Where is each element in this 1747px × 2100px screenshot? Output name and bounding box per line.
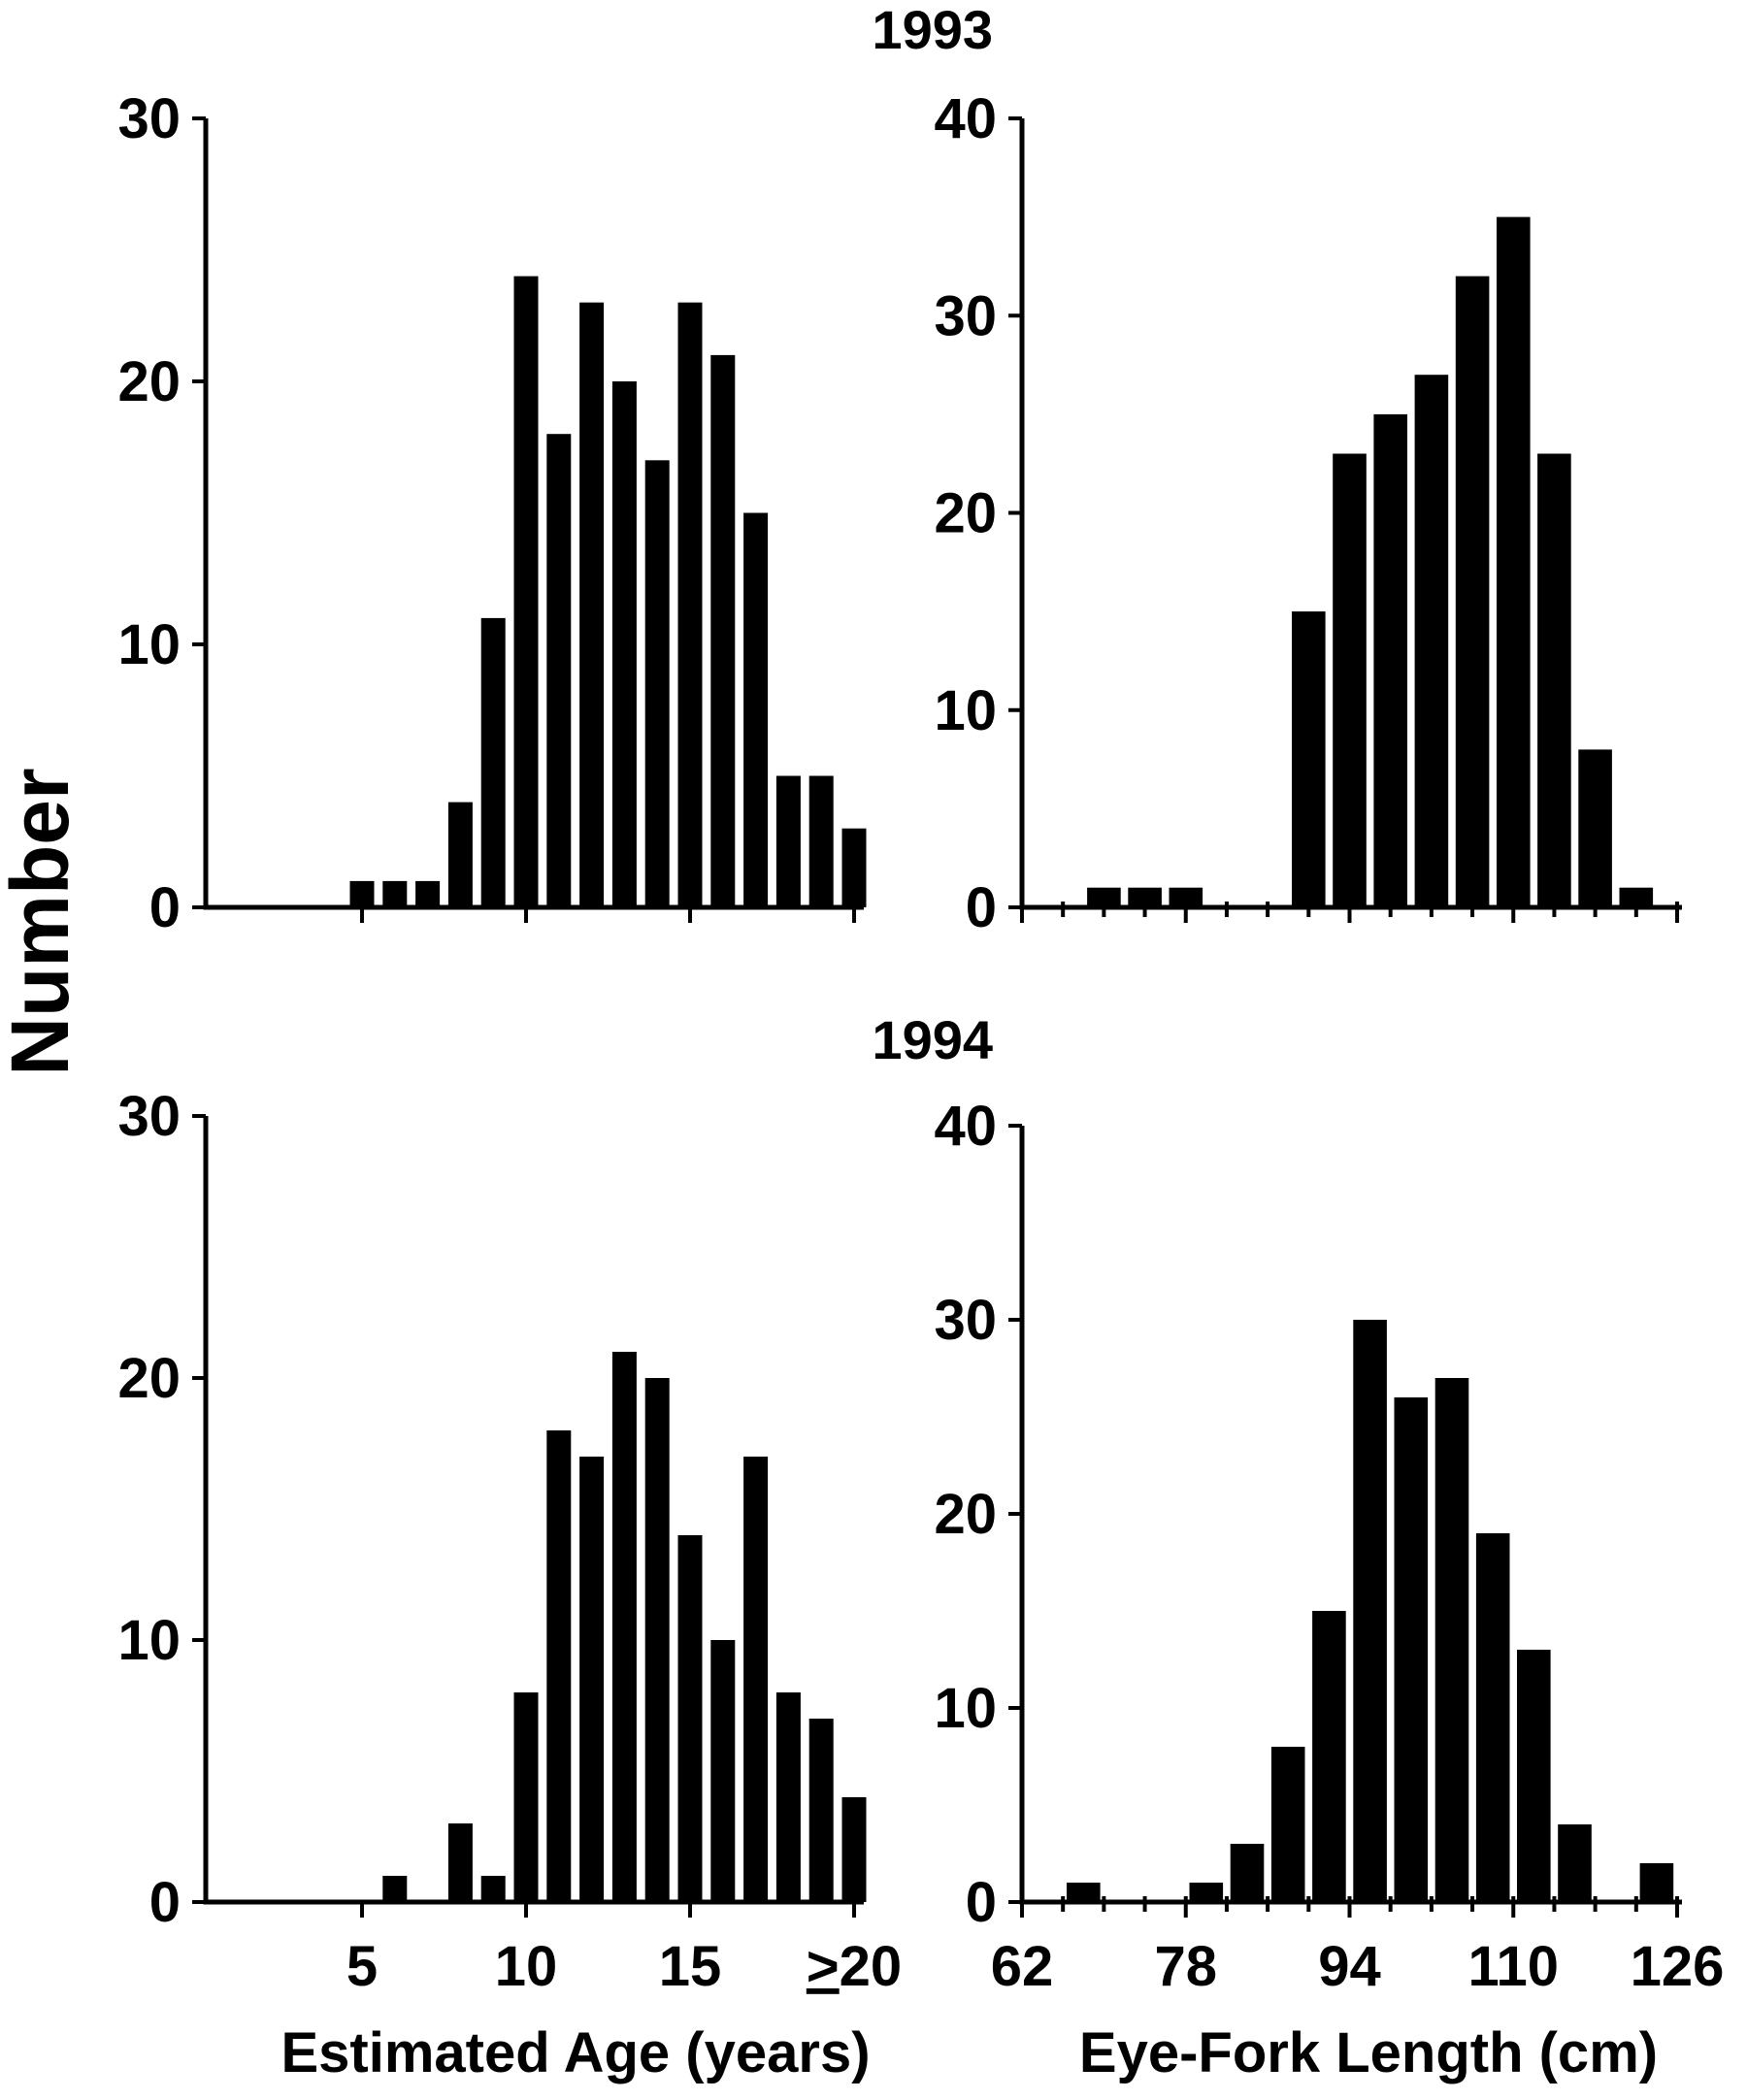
bar-age-1994-8 — [447, 1823, 473, 1902]
y-tick-label-length-1994: 40 — [934, 1095, 997, 1158]
bar-length-1994-84 — [1230, 1844, 1265, 1902]
year-label-1993: 1993 — [872, 0, 993, 60]
bar-length-1993-90 — [1292, 611, 1326, 907]
chart-panel-length-1993: 0 10 20 30 40 — [934, 87, 1682, 939]
x-tick-label-length-1994: 94 — [1318, 1935, 1381, 1998]
bar-length-1994-88 — [1270, 1747, 1305, 1902]
bar-age-1993-9 — [480, 617, 506, 907]
bar-length-1993-122 — [1619, 887, 1654, 907]
bar-age-1994-20 — [841, 1797, 867, 1902]
bar-length-1994-112 — [1517, 1650, 1551, 1902]
bar-length-1994-124 — [1639, 1863, 1674, 1902]
bar-age-1994-17 — [743, 1457, 769, 1902]
x-tick-label-length-1994: 62 — [991, 1935, 1054, 1998]
bar-age-1993-14 — [644, 460, 670, 907]
x-tick-label-age-1994: 15 — [659, 1935, 722, 1998]
bar-age-1994-14 — [644, 1378, 670, 1902]
year-label-1994: 1994 — [872, 1009, 993, 1070]
x-tick-label-age-1994: >20 — [807, 1935, 902, 1998]
bar-age-1994-15 — [677, 1535, 703, 1902]
bar-age-1993-8 — [447, 802, 473, 907]
bar-length-1994-104 — [1434, 1378, 1469, 1902]
y-tick-label-length-1993: 40 — [934, 87, 997, 150]
axes-length-1994 — [1019, 1126, 1682, 1905]
bar-age-1994-13 — [611, 1352, 637, 1902]
y-tick-label-length-1994: 10 — [934, 1677, 997, 1740]
bar-length-1994-116 — [1558, 1824, 1592, 1902]
y-tick-label-age-1993: 0 — [149, 876, 181, 939]
x-axis-title-length: Eye-Fork Length (cm) — [1079, 2021, 1658, 2084]
bar-length-1993-98 — [1373, 413, 1407, 907]
bar-age-1993-19 — [808, 775, 834, 907]
x-tick-label-length-1994: 110 — [1467, 1935, 1559, 1998]
bar-length-1994-80 — [1189, 1883, 1224, 1902]
bar-age-1993-10 — [513, 276, 539, 908]
y-axis-title: Number — [0, 768, 85, 1075]
x-tick-label-age-1994: 5 — [346, 1935, 378, 1998]
bar-length-1993-94 — [1333, 453, 1367, 907]
bar-length-1993-110 — [1497, 216, 1531, 908]
chart-panel-age-1994: 0 10 20 30 5 10 15 >20 — [117, 1085, 902, 1998]
bar-length-1994-108 — [1475, 1533, 1510, 1902]
y-tick-label-age-1994: 30 — [117, 1085, 181, 1148]
x-tick-label-length-1994: 78 — [1154, 1935, 1217, 1998]
bar-age-1993-13 — [611, 381, 637, 907]
bar-length-1993-114 — [1537, 453, 1571, 907]
x-tick-label-length-1994: 126 — [1631, 1935, 1725, 1998]
bar-age-1994-16 — [710, 1640, 736, 1902]
bar-age-1994-9 — [480, 1876, 506, 1902]
y-tick-label-age-1993: 10 — [117, 613, 181, 676]
y-tick-label-length-1994: 20 — [934, 1483, 997, 1546]
bar-length-1994-96 — [1353, 1320, 1387, 1902]
y-tick-label-age-1993: 20 — [117, 350, 181, 413]
y-tick-label-length-1993: 0 — [966, 876, 997, 939]
bar-length-1994-100 — [1394, 1397, 1429, 1902]
bar-age-1994-6 — [382, 1876, 408, 1902]
bar-length-1993-106 — [1455, 276, 1490, 908]
bar-age-1994-11 — [546, 1430, 572, 1902]
bar-age-1993-17 — [743, 512, 769, 907]
bar-length-1993-102 — [1414, 375, 1449, 907]
bar-age-1994-12 — [579, 1457, 605, 1902]
bar-length-1993-118 — [1578, 749, 1612, 907]
bar-length-1994-68 — [1067, 1883, 1101, 1902]
bar-age-1993-6 — [382, 880, 408, 907]
y-tick-label-age-1994: 10 — [117, 1609, 181, 1672]
bar-length-1994-92 — [1312, 1611, 1346, 1902]
x-axis-title-age: Estimated Age (years) — [280, 2021, 870, 2084]
bar-age-1993-16 — [710, 354, 736, 907]
y-tick-label-length-1994: 0 — [966, 1871, 997, 1934]
bar-age-1994-10 — [513, 1692, 539, 1902]
y-tick-label-length-1993: 20 — [934, 482, 997, 545]
x-tick-label-age-1994: 10 — [495, 1935, 558, 1998]
bar-age-1993-15 — [677, 302, 703, 907]
bar-length-1993-70 — [1087, 887, 1121, 907]
bar-length-1993-74 — [1128, 887, 1162, 907]
bar-age-1993-11 — [546, 434, 572, 907]
y-tick-label-age-1994: 0 — [149, 1871, 181, 1934]
bar-age-1993-18 — [775, 775, 801, 907]
bar-age-1993-20 — [841, 828, 867, 907]
bar-age-1993-5 — [349, 880, 375, 907]
y-tick-label-length-1994: 30 — [934, 1289, 997, 1352]
bar-age-1993-12 — [579, 302, 605, 907]
y-tick-label-age-1994: 20 — [117, 1347, 181, 1410]
bar-age-1993-7 — [415, 880, 441, 907]
y-tick-label-length-1993: 30 — [934, 284, 997, 347]
chart-panel-length-1994: 0 10 20 30 40 62 78 94 110 126 — [934, 1095, 1724, 1998]
bar-age-1994-19 — [808, 1719, 834, 1902]
y-tick-label-length-1993: 10 — [934, 679, 997, 742]
bar-age-1994-18 — [775, 1692, 801, 1902]
y-tick-label-age-1993: 30 — [117, 87, 181, 150]
chart-panel-age-1993: 0 10 20 30 — [117, 87, 867, 939]
bar-length-1993-78 — [1169, 887, 1203, 907]
